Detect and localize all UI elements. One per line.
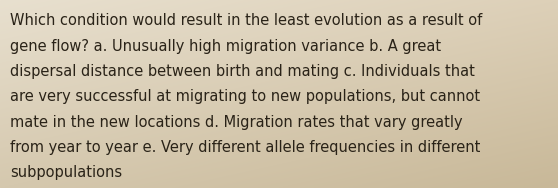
Text: gene flow? a. Unusually high migration variance b. A great: gene flow? a. Unusually high migration v… bbox=[10, 39, 441, 54]
Text: Which condition would result in the least evolution as a result of: Which condition would result in the leas… bbox=[10, 13, 482, 28]
Text: subpopulations: subpopulations bbox=[10, 165, 122, 180]
Text: mate in the new locations d. Migration rates that vary greatly: mate in the new locations d. Migration r… bbox=[10, 115, 463, 130]
Text: from year to year e. Very different allele frequencies in different: from year to year e. Very different alle… bbox=[10, 140, 480, 155]
Text: dispersal distance between birth and mating c. Individuals that: dispersal distance between birth and mat… bbox=[10, 64, 475, 79]
Text: are very successful at migrating to new populations, but cannot: are very successful at migrating to new … bbox=[10, 89, 480, 104]
